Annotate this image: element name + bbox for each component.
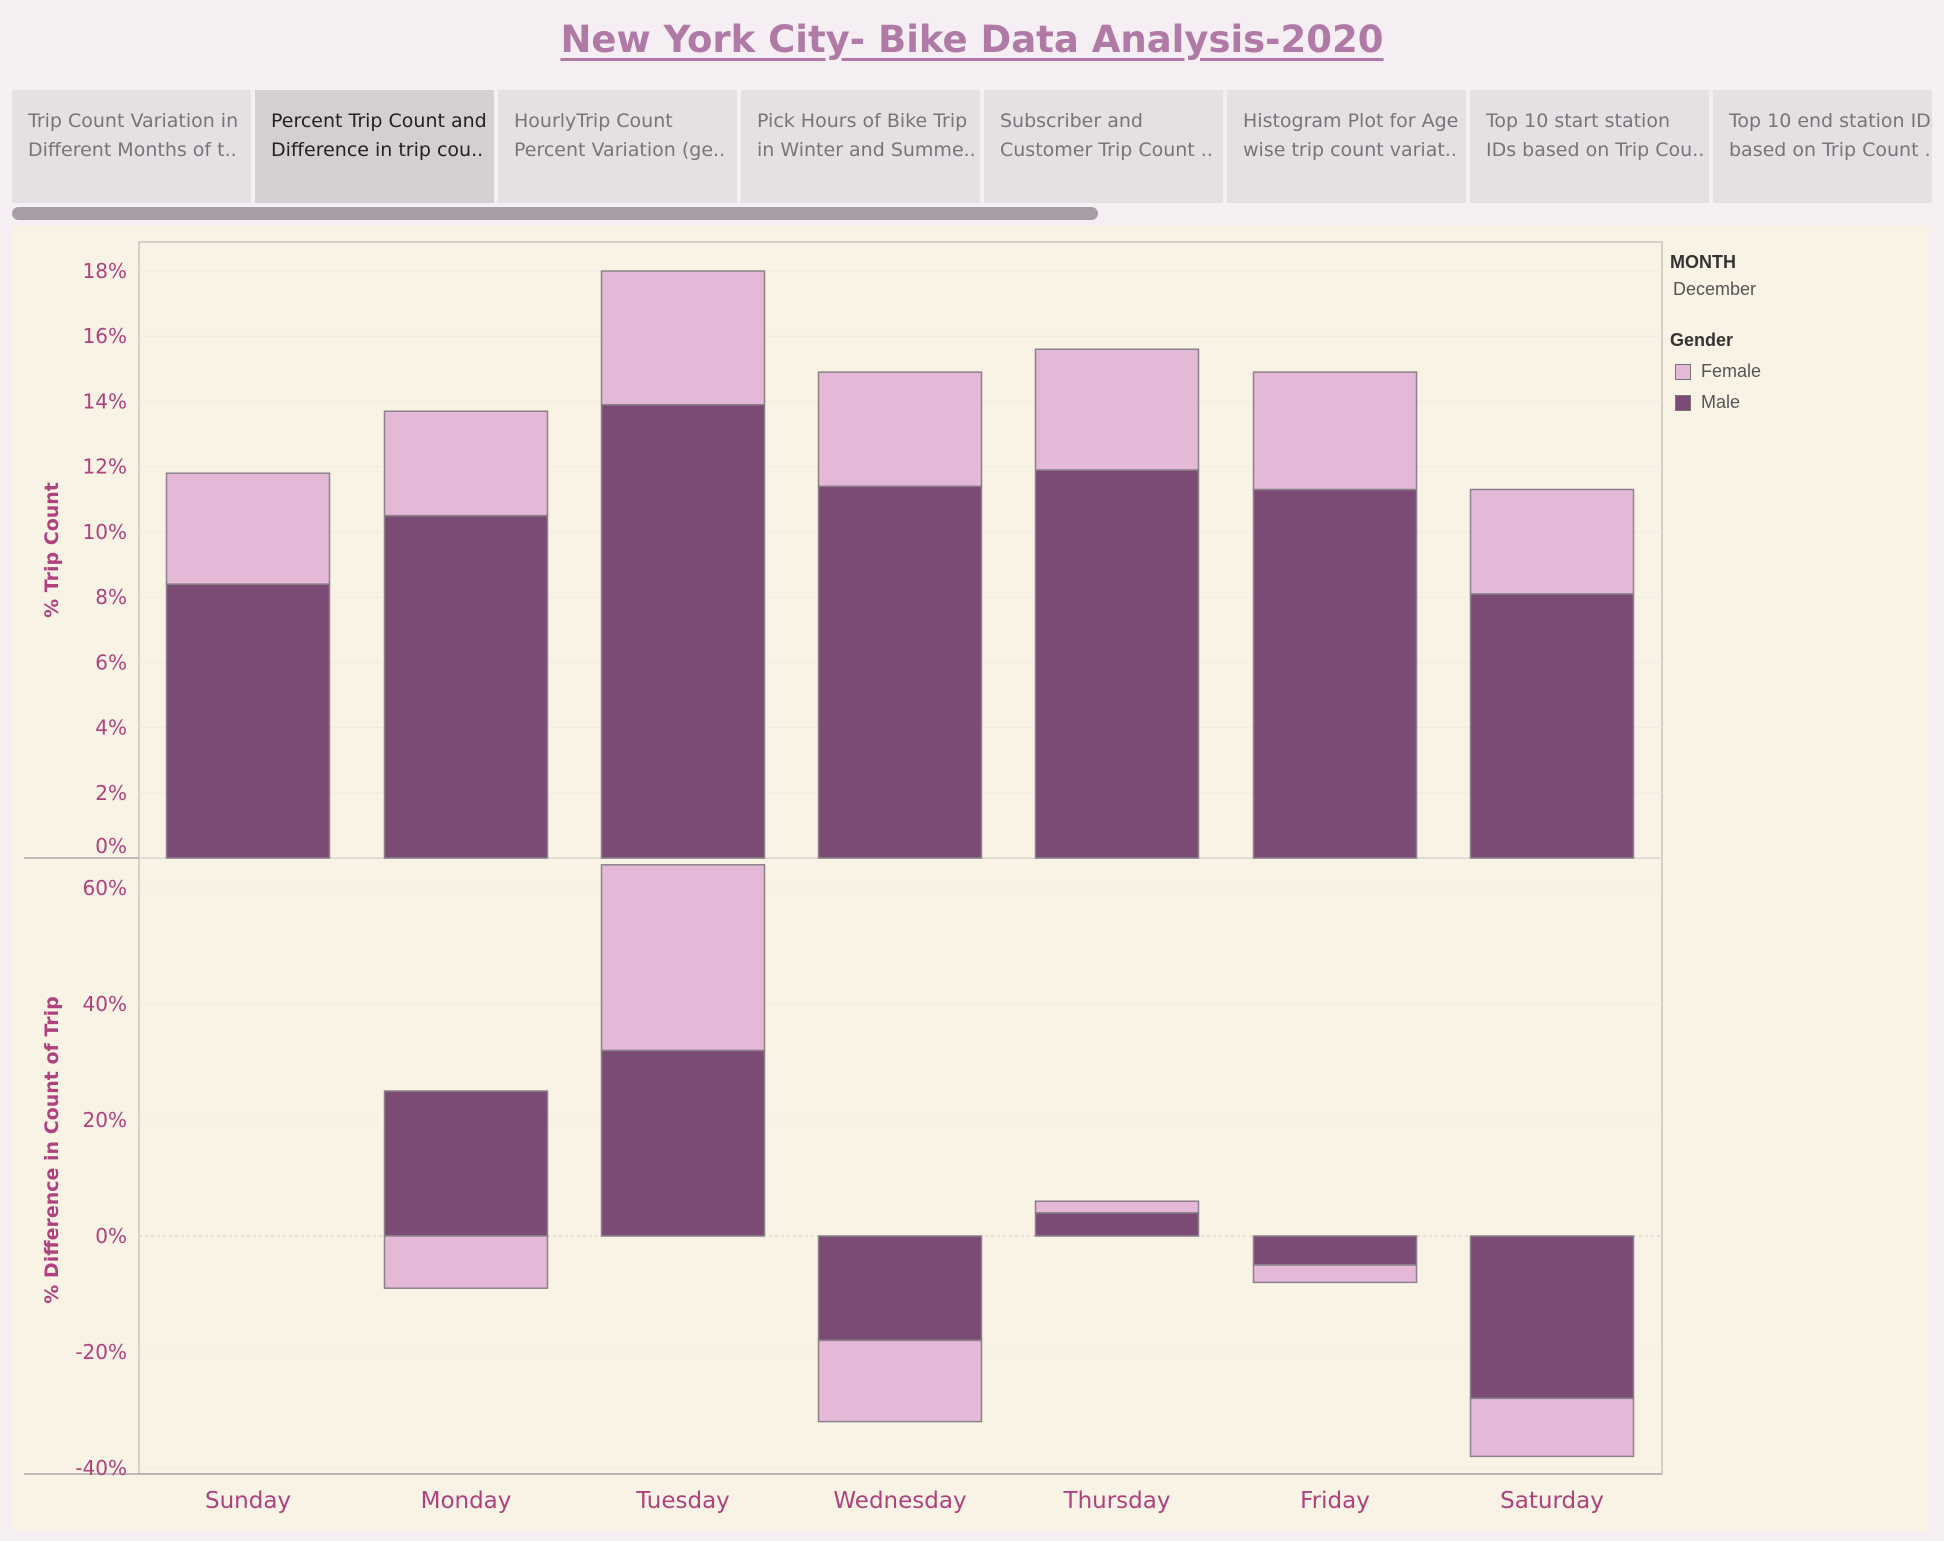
x-tick-label-saturday: Saturday [1500,1488,1604,1514]
bar-female-tuesday [600,270,766,406]
y-tick-label-trip: 0% [95,834,127,858]
bar-male-monday [383,514,549,859]
y-tick-label-diff: 0% [95,1224,127,1248]
x-tick-label-thursday: Thursday [1063,1488,1171,1514]
story-tab-bar: Trip Count Variation in Different Months… [12,90,1932,203]
y-tick-label-trip: 6% [95,650,127,674]
tab-percent-trip-count[interactable]: Percent Trip Count and Difference in tri… [255,90,494,203]
bar-diff-male-tuesday [600,1049,766,1237]
y-axis-label-trip-count: % Trip Count [41,482,63,618]
legend-item-male[interactable]: Male [1675,392,1920,413]
page-title: New York City- Bike Data Analysis-2020 [560,18,1384,61]
bar-female-thursday [1034,348,1200,471]
month-filter-value[interactable]: December [1673,279,1757,299]
bar-male-tuesday [600,403,766,859]
y-tick-label-diff: 40% [83,992,127,1016]
x-tick-label-sunday: Sunday [205,1488,291,1514]
bar-diff-female-tuesday [600,864,766,1052]
bar-diff-male-monday [383,1090,549,1237]
bar-diff-male-saturday [1469,1235,1635,1400]
bar-diff-female-monday [383,1235,549,1289]
bar-male-wednesday [817,485,983,859]
bar-male-friday [1252,488,1418,859]
y-axis-label-difference: % Difference in Count of Trip [41,996,63,1303]
y-tick-label-trip: 8% [95,585,127,609]
y-tick-label-diff: 60% [83,876,127,900]
legend-label-female: Female [1701,361,1762,381]
legend-label-male: Male [1701,392,1741,412]
bar-male-sunday [165,583,331,859]
tab-hourly-trip-count[interactable]: HourlyTrip Count Percent Variation (ge.. [498,90,737,203]
gender-legend-title: Gender [1670,330,1734,350]
female-swatch [1675,363,1691,380]
y-tick-label-trip: 10% [83,520,127,544]
y-tick-label-trip: 14% [83,389,127,413]
bar-diff-male-thursday [1034,1212,1200,1237]
bar-female-wednesday [817,371,983,487]
x-tick-label-monday: Monday [421,1488,512,1514]
bar-diff-female-wednesday [817,1339,983,1423]
tab-subscriber-customer[interactable]: Subscriber and Customer Trip Count .. [984,90,1223,203]
bar-female-monday [383,410,549,517]
x-tick-label-wednesday: Wednesday [833,1488,966,1514]
legend: MONTH December Gender Female Male [1670,252,1920,413]
bar-diff-female-friday [1252,1264,1418,1284]
x-tick-label-friday: Friday [1300,1488,1370,1514]
legend-item-female[interactable]: Female [1675,361,1920,382]
bar-female-saturday [1469,488,1635,595]
bar-diff-female-saturday [1469,1397,1635,1458]
y-tick-label-diff: 20% [83,1108,127,1132]
y-tick-label-trip: 4% [95,716,127,740]
bar-male-saturday [1469,593,1635,859]
male-swatch [1675,394,1691,411]
bar-female-friday [1252,371,1418,491]
bar-diff-female-thursday [1034,1200,1200,1214]
x-tick-label-tuesday: Tuesday [635,1488,730,1514]
y-tick-label-trip: 12% [83,455,127,479]
y-tick-label-trip: 2% [95,781,127,805]
tab-histogram-age[interactable]: Histogram Plot for Age wise trip count v… [1227,90,1466,203]
y-tick-label-diff: -20% [75,1340,127,1364]
bar-female-sunday [165,472,331,585]
tab-top10-start-station[interactable]: Top 10 start station IDs based on Trip C… [1470,90,1709,203]
y-tick-label-trip: 16% [83,324,127,348]
tab-pick-hours[interactable]: Pick Hours of Bike Trip in Winter and Su… [741,90,980,203]
bar-male-thursday [1034,469,1200,859]
tab-trip-count-variation[interactable]: Trip Count Variation in Different Months… [12,90,251,203]
tab-scrollbar[interactable] [12,207,1098,220]
month-filter-title: MONTH [1670,252,1736,272]
y-tick-label-diff: -40% [75,1456,127,1480]
tab-top10-end-station[interactable]: Top 10 end station IDs based on Trip Cou… [1713,90,1932,203]
bar-diff-male-wednesday [817,1235,983,1342]
y-tick-label-trip: 18% [83,259,127,283]
bar-diff-male-friday [1252,1235,1418,1266]
